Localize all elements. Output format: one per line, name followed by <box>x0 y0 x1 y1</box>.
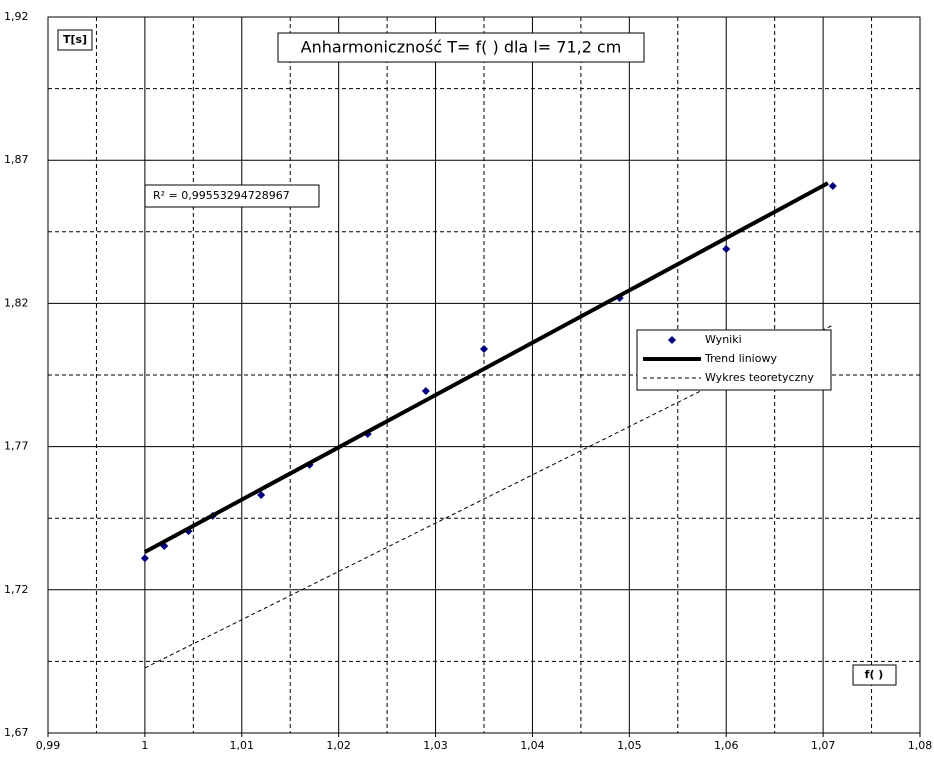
legend-label: Trend liniowy <box>704 352 777 365</box>
series-line <box>143 181 829 554</box>
x-tick-label: 1,07 <box>811 739 836 752</box>
annotation-box <box>144 184 320 208</box>
y-tick-label: 1,82 <box>4 296 29 309</box>
x-tick-label: 1,06 <box>714 739 739 752</box>
data-point <box>722 244 731 253</box>
legend-label: Wykres teoretyczny <box>705 371 814 384</box>
chart-title: Anharmoniczność T= f( ) dla l= 71,2 cm <box>301 38 622 57</box>
x-tick-label: 1,02 <box>326 739 351 752</box>
x-axis-label: f( ) <box>865 668 884 681</box>
y-tick-label: 1,77 <box>4 440 29 453</box>
data-point <box>480 344 488 353</box>
r2-annotation: R² = 0,99553294728967 <box>153 189 290 202</box>
x-tick-label: 1,05 <box>617 739 642 752</box>
y-tick-label: 1,92 <box>4 10 29 23</box>
x-tick-label: 1,01 <box>230 739 255 752</box>
y-tick-label: 1,87 <box>4 153 29 166</box>
y-label-box <box>57 29 93 51</box>
x-tick-label: 1,04 <box>520 739 545 752</box>
data-point <box>140 554 149 563</box>
y-tick-label: 1,72 <box>4 583 29 596</box>
legend-label: Wyniki <box>705 333 742 346</box>
x-tick-label: 1 <box>141 739 148 752</box>
x-label-box <box>852 664 897 686</box>
y-axis-label: T[s] <box>63 33 87 46</box>
title-box <box>277 32 645 63</box>
data-point <box>421 387 430 396</box>
x-tick-label: 1,08 <box>908 739 933 752</box>
data-point <box>828 181 837 190</box>
x-tick-label: 0,99 <box>36 739 61 752</box>
legend-marker <box>668 336 676 344</box>
data-point <box>257 491 266 500</box>
y-tick-label: 1,67 <box>4 726 29 739</box>
x-tick-label: 1,03 <box>423 739 448 752</box>
